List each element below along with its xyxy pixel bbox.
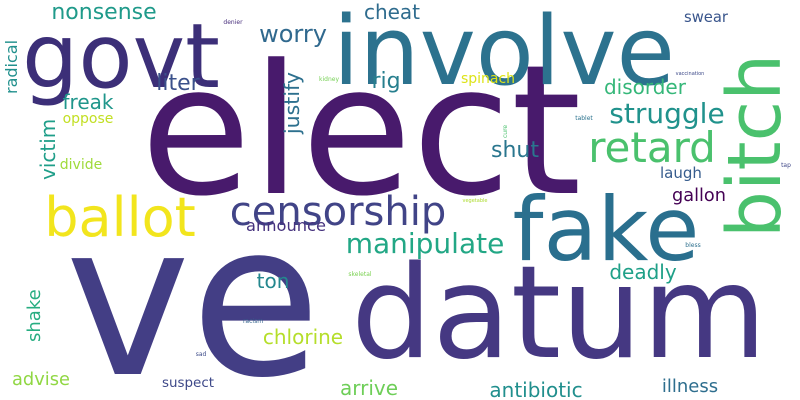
word-chlorine: chlorine [262, 325, 344, 349]
word-deadly: deadly [609, 260, 677, 284]
word-spinach: spinach [460, 71, 516, 87]
word-liter: liter [156, 71, 200, 96]
word-advise: advise [12, 369, 70, 391]
word-cure: cure [502, 124, 509, 139]
word-divide: divide [59, 157, 103, 173]
word-ballot: ballot [44, 186, 196, 249]
word-manipulate: manipulate [345, 227, 505, 260]
word-swear: swear [684, 8, 728, 26]
word-vaccination: vaccination [675, 71, 705, 77]
word-elect: elect [140, 27, 582, 236]
word-shut: shut [491, 138, 539, 163]
word-racism: racism [242, 318, 264, 325]
word-sad: sad [195, 351, 207, 358]
word-nonsense: nonsense [51, 0, 157, 25]
word-struggle: struggle [609, 97, 725, 130]
word-freak: freak [62, 90, 114, 114]
word-bless: bless [685, 242, 701, 249]
word-skeletal: skeletal [348, 271, 372, 278]
word-bitch: bitch [712, 53, 798, 239]
word-cheat: cheat [363, 0, 421, 24]
word-radical: radical [2, 39, 21, 95]
word-worry: worry [259, 20, 327, 48]
word-laugh: laugh [660, 164, 702, 183]
word-illness: illness [661, 376, 719, 397]
word-retard: retard [588, 123, 716, 172]
word-tablet: tablet [575, 115, 593, 122]
word-antibiotic: antibiotic [489, 378, 583, 400]
word-disorder: disorder [604, 75, 686, 99]
word-fake: fake [512, 178, 700, 281]
word-oppose: oppose [62, 111, 114, 127]
word-kidney: kidney [319, 76, 339, 83]
word-rig: rig [371, 69, 401, 94]
word-victim: victim [36, 118, 60, 180]
word-ve: ve [65, 177, 321, 400]
word-datum: datum [351, 239, 767, 388]
word-arrive: arrive [339, 376, 399, 400]
word-vegetable: vegetable [462, 198, 488, 204]
word-justify: justify [279, 72, 304, 134]
word-tap: tap [781, 162, 791, 169]
word-involve: involve [332, 0, 675, 107]
word-govt: govt [22, 4, 220, 108]
word-announce: announce [246, 215, 326, 235]
word-gallon: gallon [672, 186, 726, 207]
word-shake: shake [24, 289, 45, 343]
word-ton: ton [256, 269, 290, 293]
word-censorship: censorship [229, 189, 447, 235]
word-suspect: suspect [162, 376, 214, 392]
word-denier: denier [223, 19, 243, 26]
